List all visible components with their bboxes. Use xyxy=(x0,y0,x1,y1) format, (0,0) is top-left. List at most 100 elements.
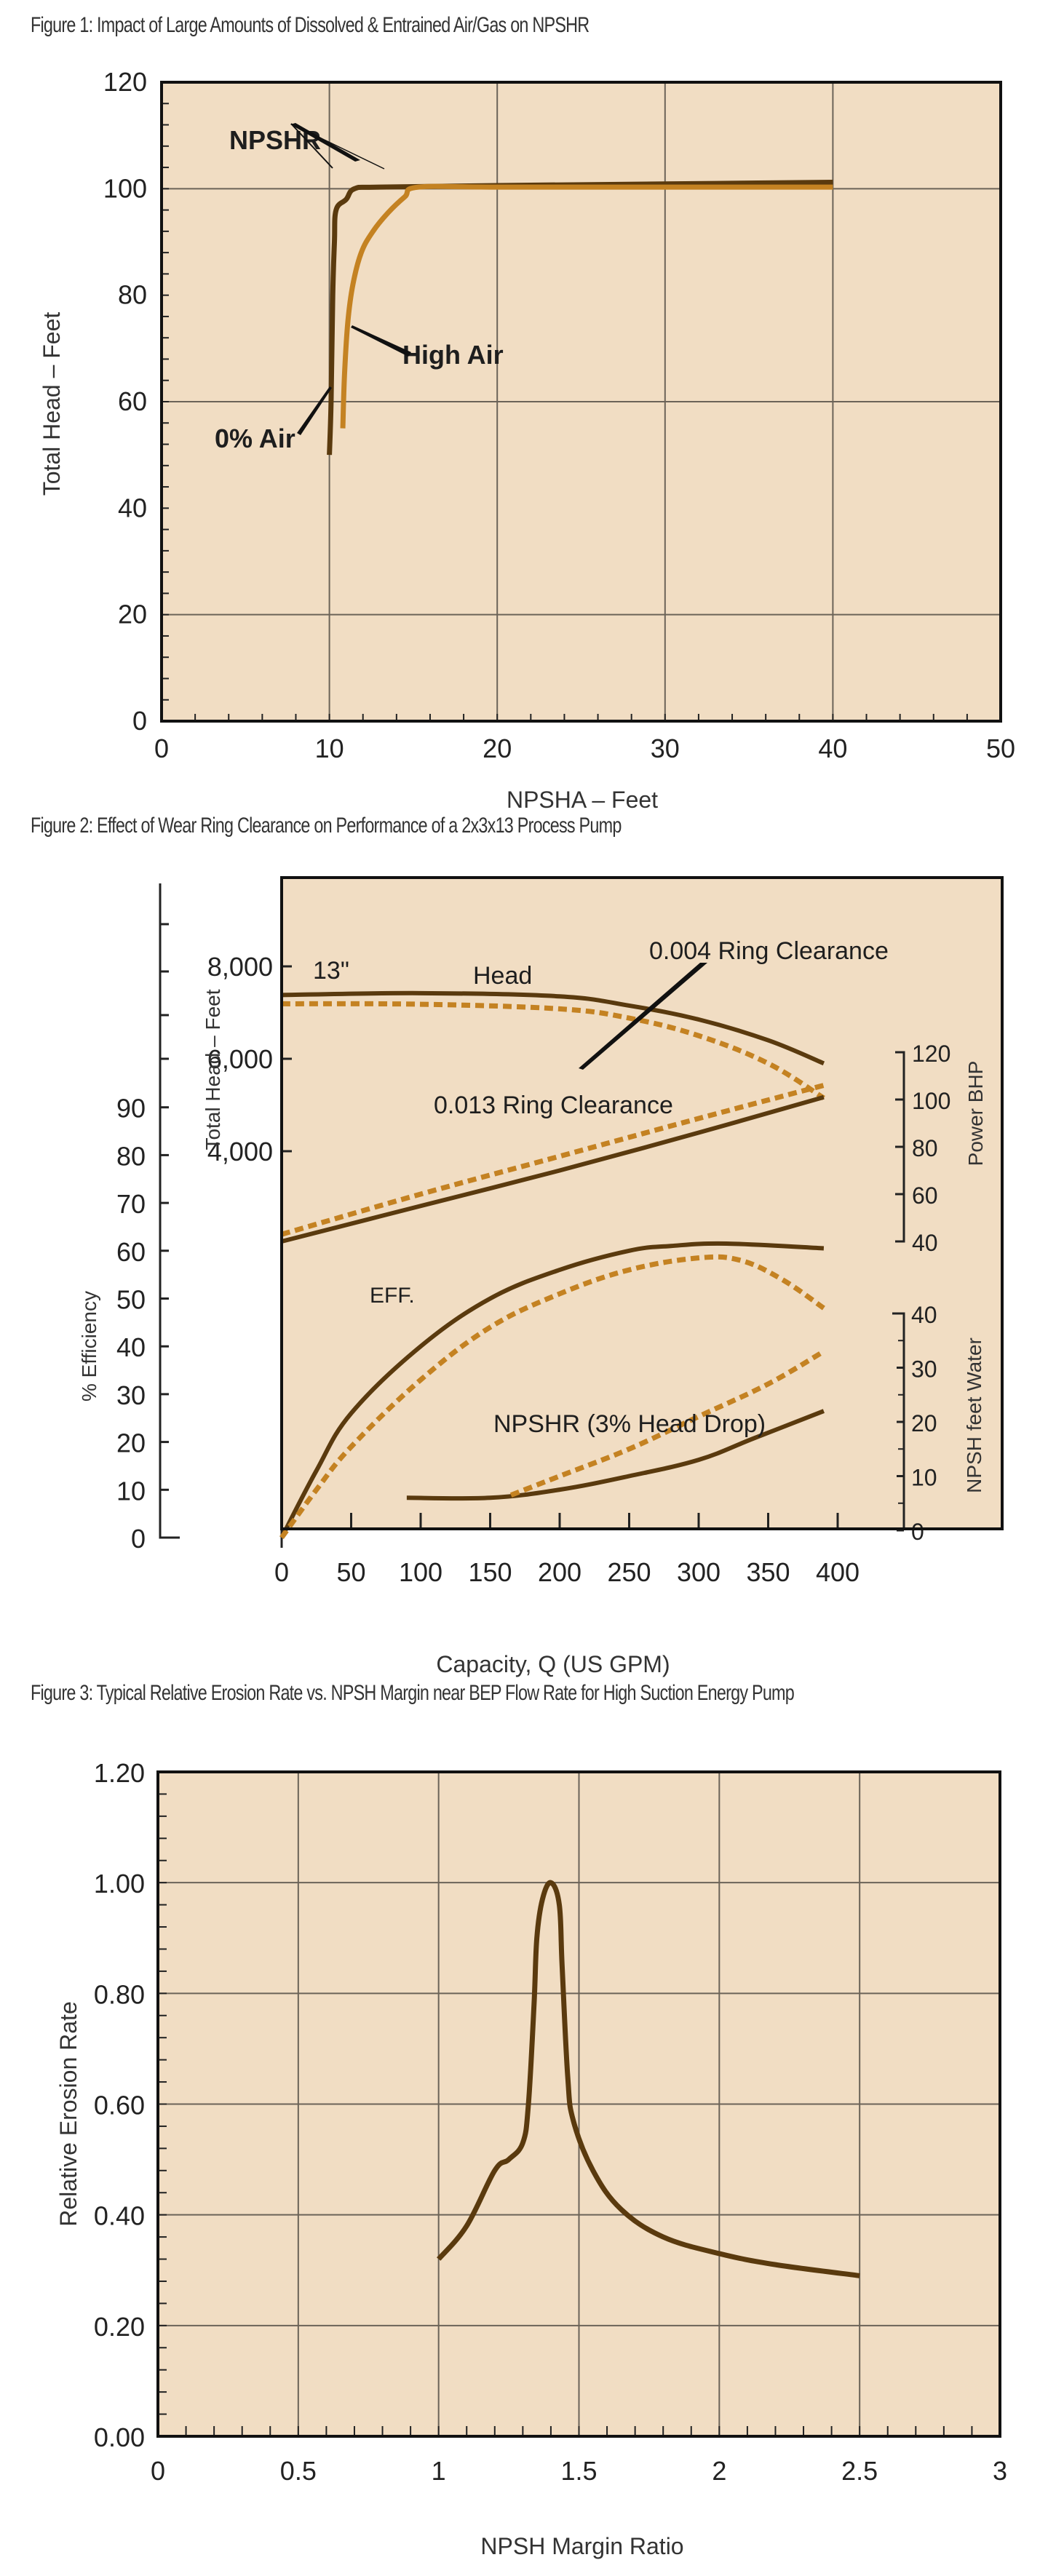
curve-power-0-004- xyxy=(281,1094,825,1244)
x-tick-label: 400 xyxy=(816,1557,860,1587)
x-tick-label: 10 xyxy=(315,734,344,763)
plot-area xyxy=(282,878,1002,1529)
head-tick-label: 4,000 xyxy=(207,1137,273,1166)
x-tick-label: 1.5 xyxy=(560,2456,597,2486)
figure-3-chart: 0 0.5 1 1.5 2 2.5 3 0.00 0.20 0.40 0.60 0.80 1.00 1.2… xyxy=(55,1758,1007,2559)
efficiency-tick-label: 30 xyxy=(116,1380,146,1410)
y-tick-label: 0.40 xyxy=(94,2201,145,2231)
x-tick-label: 20 xyxy=(483,734,512,763)
annotation-impeller-13in: 13" xyxy=(313,957,349,985)
power-tick-label: 100 xyxy=(912,1088,950,1114)
figure-2-efficiency-axis-title: % Efficiency xyxy=(78,1291,100,1402)
x-tick-label: 0 xyxy=(274,1557,289,1587)
annotation-eff: EFF. xyxy=(370,1284,415,1308)
power-tick-label: 80 xyxy=(912,1135,938,1161)
curve-head-0-013-ring-clearance- xyxy=(281,1001,825,1100)
y-tick-label: 1.00 xyxy=(94,1869,145,1899)
y-tick-label: 80 xyxy=(118,280,147,310)
efficiency-tick-label: 80 xyxy=(116,1141,146,1171)
y-tick-label: 0.80 xyxy=(94,1979,145,2009)
x-tick-label: 0 xyxy=(154,734,169,763)
head-tick-label: 6,000 xyxy=(207,1044,273,1074)
efficiency-tick-label: 10 xyxy=(116,1476,146,1506)
npsh-tick-label: 20 xyxy=(911,1410,937,1436)
annotation-npshr-3pct: NPSHR (3% Head Drop) xyxy=(493,1410,766,1438)
x-tick-label: 300 xyxy=(677,1557,720,1587)
curve-relative-erosion-rate xyxy=(436,1880,860,2278)
figure-3-x-axis-title: NPSH Margin Ratio xyxy=(480,2533,683,2559)
annotation-0004-ring-clearance: 0.004 Ring Clearance xyxy=(649,937,889,965)
y-tick-label: 0.00 xyxy=(94,2422,145,2452)
figure-1-y-axis-title: Total Head – Feet xyxy=(39,312,65,496)
x-tick-label: 0 xyxy=(151,2456,165,2486)
curve-power-0-013- xyxy=(281,1083,825,1237)
x-tick-label: 50 xyxy=(336,1557,365,1587)
annotation-pointers xyxy=(290,123,411,435)
x-tick-label: 100 xyxy=(399,1557,442,1587)
x-tick-label: 250 xyxy=(607,1557,651,1587)
figure-2-x-axis-title: Capacity, Q (US GPM) xyxy=(436,1651,670,1677)
figure-3-title: Figure 3: Typical Relative Erosion Rate … xyxy=(31,1681,795,1705)
efficiency-tick-label: 90 xyxy=(116,1094,146,1124)
curve-high-air xyxy=(340,183,833,429)
head-tick-label: 8,000 xyxy=(207,952,273,982)
annotation-0013-ring-clearance: 0.013 Ring Clearance xyxy=(434,1092,673,1119)
annotation-pointer-ring xyxy=(579,963,707,1070)
x-tick-label: 2 xyxy=(712,2456,726,2486)
curve-efficiency-0-004- xyxy=(279,1241,825,1539)
efficiency-tick-label: 70 xyxy=(116,1189,146,1219)
figure-2-npsh-axis-title: NPSH feet Water xyxy=(963,1337,985,1493)
x-tick-label: 0.5 xyxy=(280,2456,317,2486)
plot-frame xyxy=(160,81,1002,723)
x-tick-label: 150 xyxy=(468,1557,512,1587)
curve-npshr-0-013- xyxy=(509,1349,825,1498)
npsh-tick-label: 10 xyxy=(911,1465,937,1491)
y-tick-label: 0.20 xyxy=(94,2312,145,2342)
figure-3-y-axis-title: Relative Erosion Rate xyxy=(55,2001,82,2226)
plot-frame xyxy=(280,876,1004,1530)
x-tick-label: 3 xyxy=(993,2456,1007,2486)
efficiency-tick-label: 40 xyxy=(116,1332,146,1362)
efficiency-tick-label: 20 xyxy=(116,1428,146,1458)
curve-efficiency-0-013- xyxy=(279,1254,825,1540)
y-tick-label: 40 xyxy=(118,493,147,522)
x-tick-label: 50 xyxy=(986,734,1015,763)
npsh-tick-label: 40 xyxy=(911,1302,937,1328)
efficiency-tick-label: 60 xyxy=(116,1237,146,1267)
figure-2-power-axis-title: Power BHP xyxy=(964,1061,987,1166)
npsh-tick-label: 30 xyxy=(911,1356,937,1383)
x-tick-label: 30 xyxy=(651,734,680,763)
power-tick-label: 60 xyxy=(912,1182,938,1209)
figure-2-title: Figure 2: Effect of Wear Ring Clearance … xyxy=(31,814,622,838)
npsh-tick-label: 0 xyxy=(911,1519,924,1545)
power-tick-label: 40 xyxy=(912,1230,938,1256)
x-tick-label: 2.5 xyxy=(841,2456,878,2486)
y-tick-label: 0 xyxy=(132,706,147,736)
annotation-high-air: High Air xyxy=(402,340,504,370)
efficiency-tick-label: 50 xyxy=(116,1285,146,1315)
y-tick-label: 120 xyxy=(103,67,147,97)
y-tick-label: 100 xyxy=(103,173,147,203)
y-tick-label: 0.60 xyxy=(94,2091,145,2120)
figure-2-head-axis-title: Total Head – Feet xyxy=(202,989,224,1150)
figure-1-x-axis-title: NPSHA – Feet xyxy=(507,787,658,813)
annotation-zero-air: 0% Air xyxy=(215,424,295,453)
efficiency-tick-label: 0 xyxy=(131,1524,146,1554)
curve-head-0-004-ring-clearance- xyxy=(281,990,825,1066)
plot-frame xyxy=(156,1770,1001,2438)
x-tick-label: 40 xyxy=(818,734,847,763)
figure-2-chart: 0 50 100 150 200 250 300 350 4004,0006,0008,0000… xyxy=(78,876,1004,1677)
y-tick-label: 20 xyxy=(118,600,147,629)
efficiency-axis xyxy=(159,883,180,1539)
figure-1-title: Figure 1: Impact of Large Amounts of Dis… xyxy=(31,13,590,37)
x-tick-label: 200 xyxy=(538,1557,581,1587)
curve-npshr-0-004- xyxy=(406,1409,825,1501)
annotation-head: Head xyxy=(473,962,532,990)
y-tick-label: 60 xyxy=(118,386,147,416)
y-tick-label: 1.20 xyxy=(94,1758,145,1788)
power-tick-label: 120 xyxy=(912,1041,950,1067)
curve-zero-air xyxy=(327,180,833,456)
x-tick-label: 350 xyxy=(746,1557,790,1587)
x-tick-label: 1 xyxy=(432,2456,446,2486)
